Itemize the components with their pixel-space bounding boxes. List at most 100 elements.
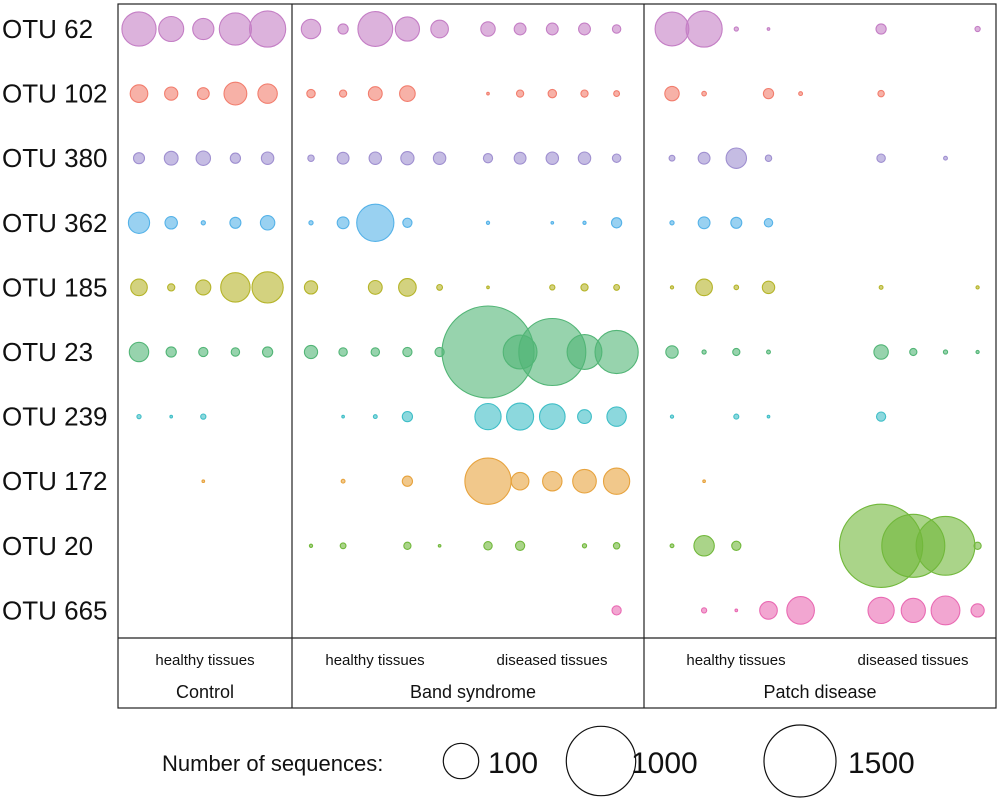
- bubble: [973, 541, 982, 550]
- bubble: [942, 349, 949, 355]
- bubble: [195, 150, 212, 166]
- bubble: [875, 23, 887, 35]
- row-label: OTU 20: [2, 531, 93, 561]
- bubble: [611, 605, 622, 616]
- bubble: [218, 12, 253, 46]
- bubble: [200, 413, 207, 420]
- bubble: [974, 25, 981, 33]
- bubble: [372, 414, 378, 420]
- bubble: [877, 89, 885, 98]
- bubble: [485, 220, 491, 225]
- bubble: [761, 280, 776, 295]
- row-label: OTU 102: [2, 79, 108, 109]
- bubble: [610, 217, 623, 229]
- bubble: [303, 344, 319, 360]
- legend: Number of sequences: 100 1000 1500: [162, 724, 915, 798]
- bubble: [303, 280, 319, 295]
- bubble: [700, 607, 708, 614]
- bubble: [196, 87, 210, 101]
- bubble: [368, 151, 383, 165]
- bubble: [577, 409, 592, 425]
- bubble: [606, 406, 627, 427]
- bubble: [200, 220, 206, 226]
- row-label: OTU 239: [2, 402, 108, 432]
- bubble: [513, 151, 527, 165]
- bubble: [339, 542, 347, 550]
- bubble: [430, 19, 449, 39]
- bubble: [192, 17, 215, 41]
- bubble: [668, 154, 676, 162]
- bubble: [695, 278, 713, 297]
- legend-size-label: 1000: [631, 747, 698, 780]
- bubble: [129, 84, 149, 103]
- bubble: [578, 22, 591, 36]
- bubble: [367, 86, 383, 102]
- bubble: [510, 471, 530, 491]
- bubble: [550, 220, 555, 225]
- bubble: [702, 479, 706, 484]
- bubble: [121, 11, 157, 47]
- bubble: [223, 81, 248, 106]
- row-label: OTU 362: [2, 208, 108, 238]
- bubble: [549, 284, 556, 291]
- bubble-layer: [121, 10, 985, 626]
- bubble: [195, 279, 212, 296]
- legend-title: Number of sequences:: [162, 751, 383, 776]
- bubble: [975, 285, 980, 290]
- bubble: [401, 410, 414, 423]
- bubble: [506, 402, 535, 431]
- bubble: [580, 89, 589, 98]
- bubble: [464, 457, 512, 505]
- bubble: [766, 414, 771, 419]
- bubble: [163, 150, 179, 166]
- bubble: [164, 216, 178, 230]
- subgroup-label: healthy tissues: [325, 652, 424, 669]
- bubble: [538, 403, 566, 430]
- bubble: [486, 285, 490, 290]
- bubble: [669, 220, 675, 226]
- subgroup-label: healthy tissues: [155, 652, 254, 669]
- bubble: [766, 27, 771, 31]
- bubble: [482, 153, 494, 164]
- bubble: [308, 220, 314, 226]
- group-label: Control: [176, 682, 234, 702]
- legend-size-circle: [763, 724, 837, 798]
- bubble: [128, 341, 150, 363]
- bubble: [514, 540, 526, 551]
- bubble: [356, 203, 395, 242]
- bubble: [486, 91, 490, 96]
- bubble: [867, 596, 895, 625]
- bubble: [474, 402, 502, 431]
- bubble: [547, 88, 558, 99]
- bubble: [542, 470, 563, 492]
- row-label-layer: OTU 62 OTU 102 OTU 380 OTU 362 OTU 185 OTU 23…: [2, 14, 108, 625]
- bubble: [764, 154, 773, 162]
- bubble: [545, 22, 559, 36]
- bubble: [357, 11, 394, 47]
- bubble: [876, 153, 886, 163]
- bubble: [336, 151, 350, 165]
- bubble: [878, 284, 884, 290]
- bubble: [164, 86, 179, 101]
- subgroup-label: diseased tissues: [497, 652, 608, 669]
- bubble: [400, 151, 415, 166]
- bubble: [581, 543, 588, 549]
- bubble: [766, 349, 771, 355]
- bubble: [611, 24, 622, 34]
- bubble: [693, 535, 715, 557]
- row-label: OTU 23: [2, 337, 93, 367]
- bubble: [732, 347, 741, 357]
- bubble: [759, 601, 778, 620]
- bubble: [337, 23, 349, 35]
- bubble: [402, 346, 413, 358]
- legend-size-circle: [442, 742, 480, 780]
- bubble: [306, 88, 316, 99]
- bubble: [158, 15, 185, 43]
- bubble: [669, 285, 675, 290]
- bubble: [701, 90, 707, 97]
- bubble: [669, 543, 675, 549]
- row-label: OTU 62: [2, 14, 93, 44]
- bubble: [873, 344, 889, 360]
- bubble: [731, 540, 742, 551]
